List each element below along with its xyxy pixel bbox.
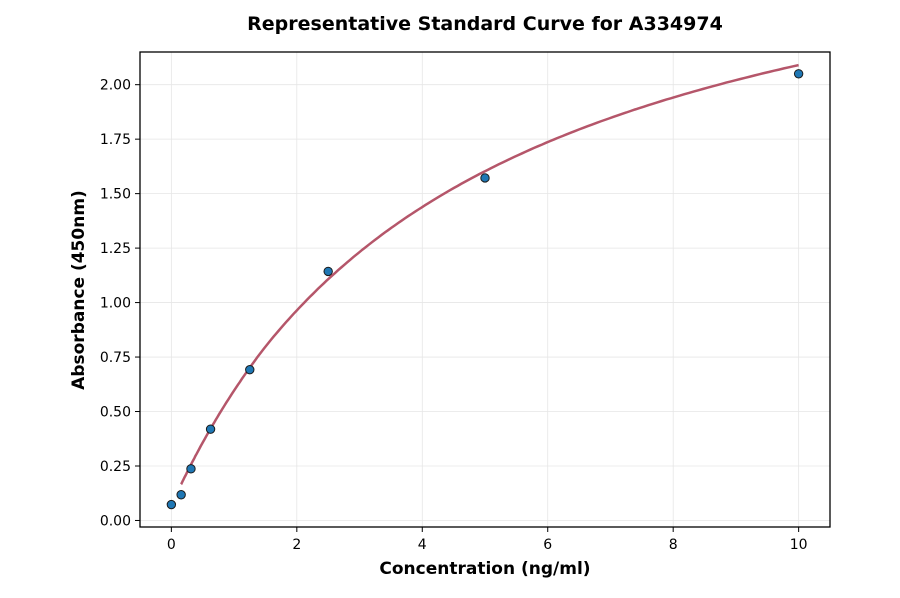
x-tick-label: 0 [167, 537, 176, 553]
fit-curve [180, 63, 799, 486]
data-point [323, 266, 333, 277]
grid [140, 52, 830, 527]
y-tick-label: 2.00 [100, 78, 131, 94]
data-point [166, 499, 177, 510]
data-point [205, 424, 216, 434]
chart-title: Representative Standard Curve for A33497… [247, 13, 723, 35]
data-point [186, 464, 196, 474]
plot-frame [139, 51, 831, 528]
data-points [166, 69, 804, 510]
y-tick-label: 1.25 [100, 241, 131, 257]
y-tick-label: 0.75 [100, 350, 131, 366]
y-tick-label: 0.50 [100, 405, 131, 421]
y-tick-label: 1.50 [100, 187, 131, 203]
x-axis-label: Concentration (ng/ml) [379, 559, 590, 579]
y-tick-label: 1.75 [100, 132, 131, 148]
data-point [793, 69, 804, 79]
data-point [245, 364, 255, 375]
y-axis-label: Absorbance (450nm) [69, 190, 89, 390]
data-point [176, 490, 186, 500]
x-tick-label: 8 [669, 537, 678, 553]
y-tick-label: 0.00 [100, 513, 131, 529]
y-axis-ticks: 0.00 0.25 0.50 0.75 1.00 1.25 1.50 1.75 2.00 [100, 78, 140, 529]
x-tick-label: 10 [790, 537, 808, 553]
y-tick-label: 0.25 [100, 459, 131, 475]
y-tick-label: 1.00 [100, 296, 131, 312]
x-tick-label: 2 [292, 537, 301, 553]
x-tick-label: 4 [418, 537, 427, 553]
x-tick-label: 6 [543, 537, 552, 553]
data-point [480, 173, 490, 183]
x-axis-ticks: 0 2 4 6 8 10 [167, 527, 808, 553]
